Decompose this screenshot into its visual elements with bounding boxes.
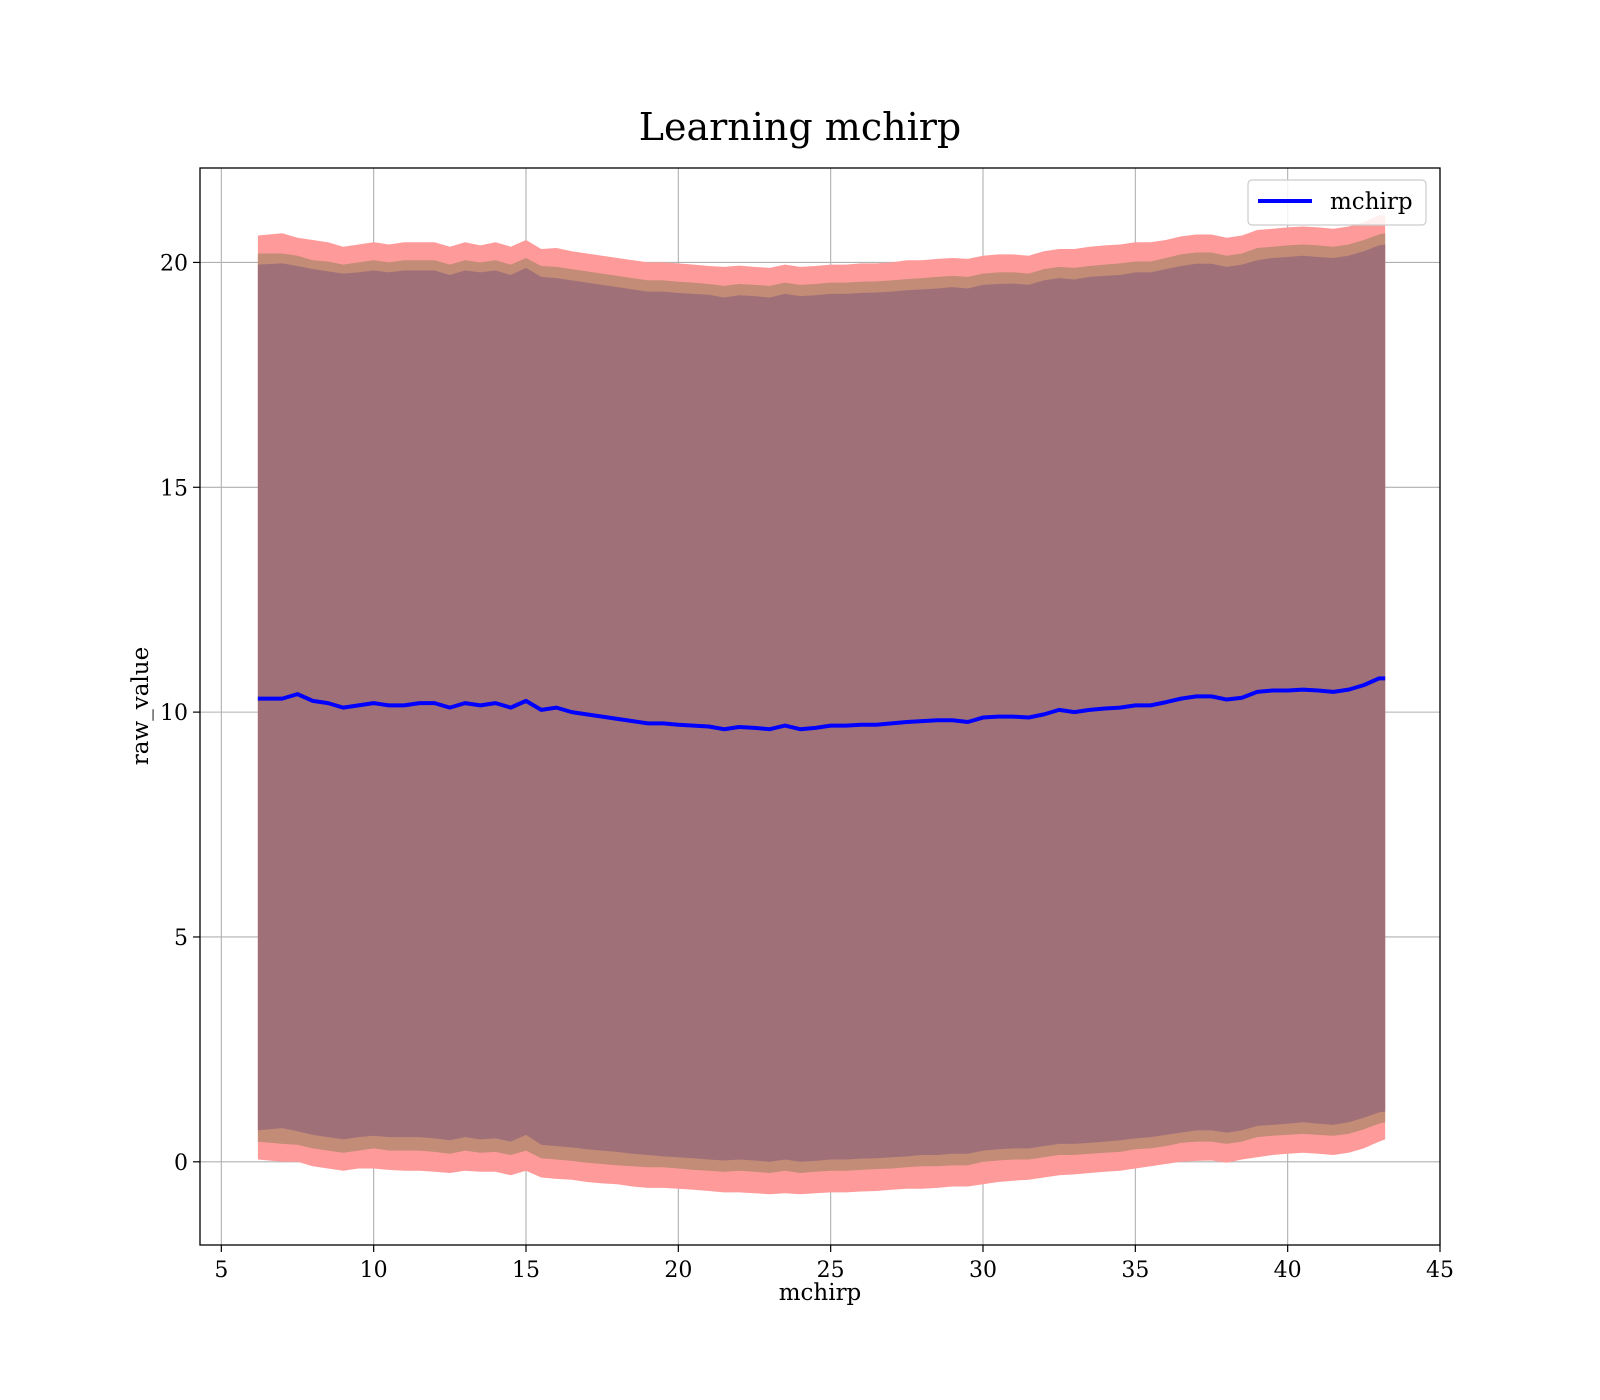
y-axis-label: raw_value: [128, 647, 154, 765]
legend: mchirp: [1247, 179, 1427, 226]
y-axis-ticks: 0 5 10 15 20: [160, 251, 200, 1176]
x-tick-label: 25: [817, 1258, 845, 1283]
mean-line: [257, 676, 1386, 732]
x-axis-ticks: 5 10 15 20 25 30 35 40 45: [214, 1245, 1454, 1283]
y-tick-label: 20: [160, 251, 188, 276]
x-tick-label: 30: [969, 1258, 997, 1283]
chart-title: Learning mchirp: [639, 105, 961, 149]
x-tick-label: 15: [512, 1258, 540, 1283]
legend-box: [1247, 179, 1427, 226]
legend-label: mchirp: [1330, 189, 1413, 215]
series-line-mchirp: [257, 676, 1386, 732]
x-tick-label: 20: [664, 1258, 692, 1283]
plot-frame: [199, 167, 1441, 1246]
y-tick-label: 15: [160, 476, 188, 501]
x-tick-label: 45: [1426, 1258, 1454, 1283]
confidence-bands: [257, 215, 1386, 1195]
y-tick-label: 5: [174, 926, 188, 951]
x-tick-label: 5: [214, 1258, 228, 1283]
inner-band: [257, 244, 1386, 1162]
x-tick-label: 10: [360, 1258, 388, 1283]
x-tick-label: 35: [1121, 1258, 1149, 1283]
y-tick-label: 0: [174, 1151, 188, 1176]
x-axis-label: mchirp: [779, 1280, 862, 1306]
x-tick-label: 40: [1274, 1258, 1302, 1283]
y-tick-label: 10: [160, 701, 188, 726]
